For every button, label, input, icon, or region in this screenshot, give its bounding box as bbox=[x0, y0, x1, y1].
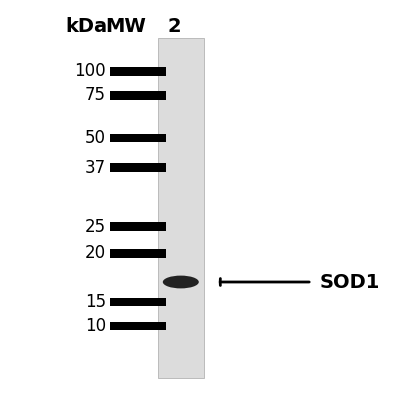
Bar bbox=[110, 222, 166, 231]
Text: MW: MW bbox=[106, 16, 146, 36]
Text: 10: 10 bbox=[85, 317, 106, 335]
Text: 2: 2 bbox=[167, 16, 181, 36]
Bar bbox=[110, 298, 166, 306]
Bar bbox=[110, 91, 166, 100]
Bar bbox=[110, 322, 166, 330]
Text: SOD1: SOD1 bbox=[320, 272, 380, 292]
Text: 25: 25 bbox=[85, 218, 106, 236]
Text: 37: 37 bbox=[85, 159, 106, 177]
Bar bbox=[110, 163, 166, 172]
Text: 100: 100 bbox=[74, 62, 106, 80]
Bar bbox=[110, 249, 166, 258]
Bar bbox=[158, 38, 204, 378]
Ellipse shape bbox=[163, 276, 199, 288]
Text: kDa: kDa bbox=[65, 16, 107, 36]
Bar bbox=[110, 134, 166, 142]
Text: 75: 75 bbox=[85, 86, 106, 104]
Text: 15: 15 bbox=[85, 293, 106, 311]
Bar bbox=[110, 67, 166, 76]
Text: 50: 50 bbox=[85, 129, 106, 147]
Text: 20: 20 bbox=[85, 244, 106, 262]
